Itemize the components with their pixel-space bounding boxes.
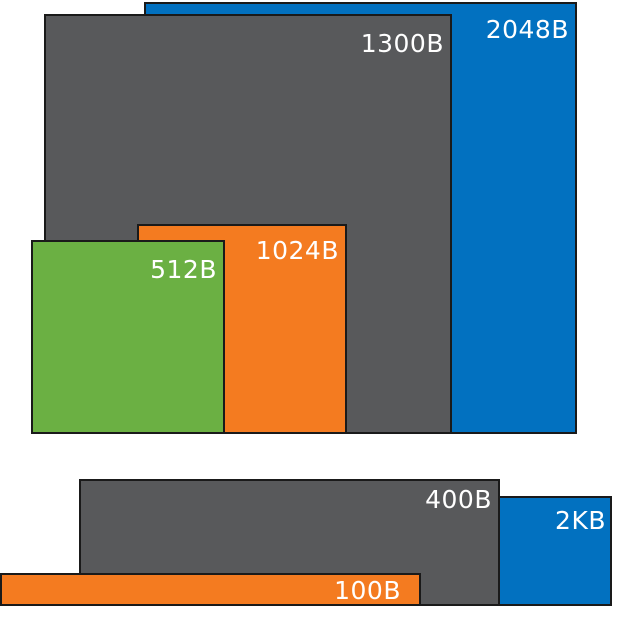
block-1300b-label: 1300B — [360, 29, 444, 58]
block-1024b-label: 1024B — [255, 236, 339, 265]
block-2kb: 2KB — [498, 496, 612, 606]
block-2kb-label: 2KB — [555, 506, 606, 535]
block-512b-label: 512B — [150, 255, 217, 284]
block-2048b-label: 2048B — [485, 15, 569, 44]
block-100b-label: 100B — [334, 576, 401, 605]
block-400b-label: 400B — [425, 485, 492, 514]
block-512b: 512B — [31, 240, 225, 434]
block-100b: 100B — [0, 573, 421, 606]
